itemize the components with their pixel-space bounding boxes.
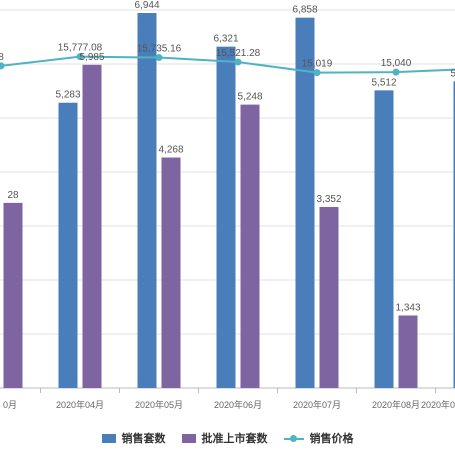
legend-label-sales-price: 销售价格 [309,433,354,445]
data-label-sales-price: 15,040 [381,58,412,69]
legend-item-sales-price[interactable]: 销售价格 [283,430,354,446]
x-tick-label: 0月 [3,400,17,410]
data-label-approved-units: 28 [7,190,19,201]
legend-item-sales-units[interactable]: 销售套数 [101,430,166,446]
data-label-sales-units: 5,283 [55,90,80,101]
bar-approved-units [82,64,102,388]
bar-sales-units [453,81,455,388]
data-label-approved-units: 5,985 [79,52,104,63]
x-axis-tick-labels: 0月 2020年04月 2020年05月 2020年06月 2020年07月 2020年0… [3,399,455,410]
data-label-sales-price: 8 [0,52,4,63]
legend-label-sales-units: 销售套数 [121,433,166,445]
point-sales-price [313,69,321,77]
data-label-approved-units: 4,268 [158,145,183,156]
bar-approved-units [161,157,181,388]
bar-approved-units [319,206,339,388]
data-label-sales-units: 6,858 [292,5,317,16]
data-label-approved-units: 3,352 [316,194,341,205]
chart-legend: 销售套数 批准上市套数 销售价格 [0,428,455,448]
data-label-sales-units: 5,680 [450,68,455,79]
legend-swatch-approved-units [181,433,196,443]
bar-sales-units [137,13,157,389]
bar-approved-units [240,104,260,388]
x-tick-label: 2020年04月 [56,399,104,410]
bar-sales-units [295,17,315,388]
legend-swatch-sales-units [101,433,116,443]
point-sales-price [0,62,5,70]
bar-marks [3,13,455,389]
data-label-sales-price: 15,521.28 [216,48,261,59]
bar-approved-units [398,315,418,388]
x-tick-label: 2020年06月 [214,399,262,410]
point-sales-price [234,58,242,66]
point-sales-price [392,68,400,76]
bar-sales-units [216,46,236,388]
legend-label-approved-units: 批准上市套数 [201,433,268,445]
line-marks [0,53,455,77]
x-tick-label: 2020年05月 [135,399,183,410]
x-tick-label: 2020年08月 [372,399,420,410]
data-label-sales-price: 15,019 [302,59,333,70]
point-sales-price [76,53,84,61]
x-tick-label: 2020年0 [421,399,455,410]
bar-sales-units [58,102,78,388]
x-tick-label: 2020年07月 [293,399,341,410]
bar-sales-units [374,90,394,389]
data-label-sales-units: 6,321 [213,34,238,45]
data-label-approved-units: 5,248 [237,92,262,103]
data-label-sales-units: 5,512 [371,77,396,88]
bar-approved-units [3,202,23,388]
data-label-sales-price: 15,777.08 [58,43,103,54]
data-labels: 28 5,283 5,985 6,944 4,268 6,321 5,248 6,858 3,3… [0,0,455,313]
point-sales-price [155,54,163,62]
legend-item-approved-units[interactable]: 批准上市套数 [181,430,268,446]
legend-swatch-sales-price [283,434,304,443]
data-label-approved-units: 1,343 [395,302,420,313]
data-label-sales-units: 6,944 [134,0,159,11]
data-label-sales-price: 15,735.16 [137,44,182,55]
